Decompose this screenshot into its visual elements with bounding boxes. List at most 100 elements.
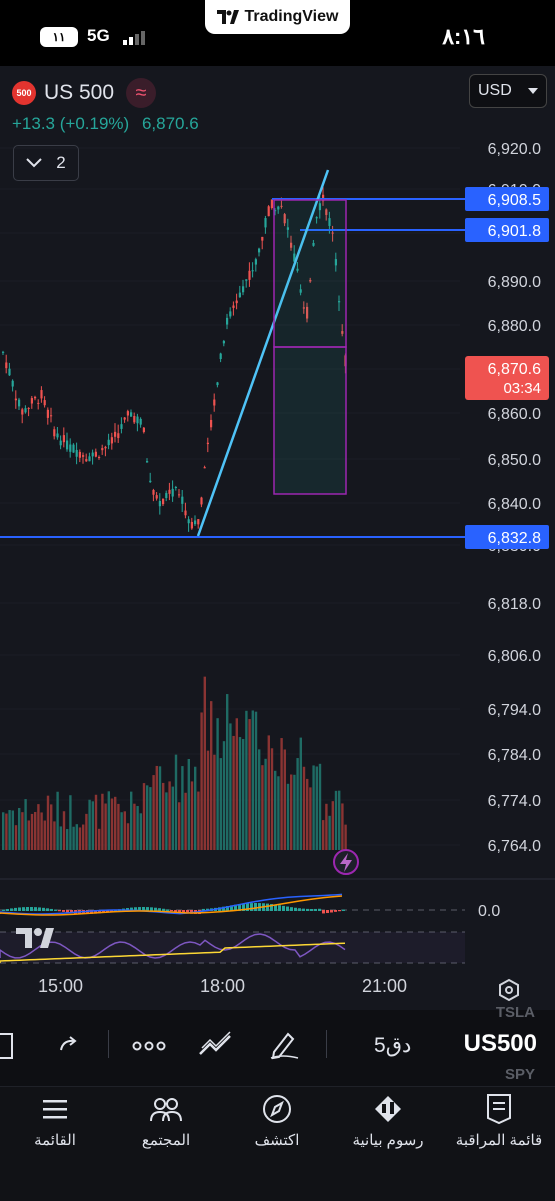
macd-histogram-bar [142, 907, 145, 911]
price-tick: 6,784.0 [488, 747, 541, 764]
settings-hex-icon[interactable] [497, 978, 521, 1007]
pen-draw-icon[interactable] [268, 1028, 300, 1066]
candle-body [226, 317, 229, 325]
trend-line-tool-icon[interactable] [198, 1030, 234, 1064]
candle-body [139, 418, 142, 425]
macd-histogram-bar [62, 910, 65, 912]
macd-histogram-bar [54, 909, 57, 911]
macd-histogram-bar [202, 908, 205, 911]
candle-body [40, 390, 43, 399]
macd-histogram-bar [94, 910, 97, 914]
macd-histogram-bar [282, 905, 285, 911]
currency-select[interactable]: USD [469, 74, 547, 108]
candle-body [309, 279, 312, 282]
candle-body [187, 519, 190, 524]
candle-body [82, 455, 85, 457]
caret-down-icon [528, 88, 538, 94]
volume-bar [242, 739, 245, 850]
nav-menu[interactable]: القائمة [0, 1093, 110, 1149]
candle-body [2, 351, 5, 353]
volume-bar [258, 749, 261, 850]
price-tick: 6,794.0 [488, 702, 541, 719]
nav-label: رسوم بيانية [352, 1132, 424, 1149]
macd-histogram-bar [322, 910, 325, 914]
volume-bar [82, 824, 85, 850]
candle-body [107, 439, 110, 446]
macd-histogram-bar [102, 910, 105, 913]
macd-histogram-bar [170, 910, 173, 912]
volume-bar [56, 791, 59, 850]
candle-body [302, 307, 305, 309]
nav-watchlist[interactable]: قائمة المراقبة [444, 1093, 554, 1149]
nav-community[interactable]: المجتمع [111, 1093, 221, 1149]
volume-bar [158, 766, 162, 850]
candle-body [242, 286, 245, 293]
volume-bar [66, 829, 69, 850]
symbol-name[interactable]: US 500 [44, 81, 115, 104]
volume-bar [226, 694, 229, 850]
volume-bar [306, 778, 309, 850]
macd-histogram-bar [238, 904, 241, 911]
nav-label: القائمة [34, 1132, 76, 1149]
volume-bar [59, 826, 62, 850]
volume-bar [139, 813, 142, 850]
price-label-bg [465, 525, 549, 549]
volume-bar [88, 799, 91, 850]
price-tick: 6,806.0 [488, 648, 541, 665]
candle-body [123, 417, 126, 420]
macd-histogram-bar [138, 907, 141, 911]
candle-body [181, 496, 184, 504]
volume-bar [142, 783, 146, 850]
volume-bar [187, 758, 190, 850]
candle-body [197, 519, 200, 525]
macd-histogram-bar [182, 910, 185, 913]
toolbar-symbol[interactable]: US500 [463, 1030, 537, 1057]
macd-line [0, 893, 343, 915]
nav-explore[interactable]: اكتشف [222, 1093, 332, 1149]
price-label: 6,832.8 [488, 530, 541, 547]
macd-histogram-bar [286, 906, 289, 911]
macd-histogram-bar [90, 910, 93, 914]
candle-body [101, 448, 104, 451]
macd-histogram-bar [298, 908, 301, 911]
candle-body [267, 206, 270, 217]
redo-icon[interactable] [58, 1034, 80, 1060]
indicators-count: 2 [56, 153, 66, 172]
price-tick: 6,920.0 [488, 141, 541, 158]
symbol-header[interactable]: 500 US 500 ≈ [12, 78, 157, 108]
candle-body [11, 380, 14, 387]
symbol-logo: 500 [12, 81, 36, 105]
nav-charts[interactable]: رسوم بيانية [333, 1093, 443, 1149]
volume-bar [75, 824, 78, 850]
candle-body [178, 494, 181, 496]
volume-bar [43, 820, 46, 850]
macd-histogram-bar [6, 909, 9, 911]
volume-bar [325, 803, 328, 850]
candle-body [315, 217, 318, 219]
volume-bar [261, 765, 264, 850]
volume-bar [254, 711, 258, 850]
macd-histogram-bar [266, 903, 269, 911]
interval-selector[interactable]: 5دق [374, 1034, 412, 1057]
volume-bar [232, 735, 235, 850]
fullscreen-icon[interactable] [0, 1032, 16, 1066]
candle-body [24, 408, 27, 413]
volume-bar [149, 787, 152, 850]
volume-bar [190, 781, 194, 850]
candle-body [203, 467, 206, 469]
macd-histogram-bar [330, 910, 333, 913]
price-chart[interactable]: 0.0 6,920.06,910.06,900.06,890.06,880.06… [0, 66, 555, 1010]
macd-histogram-bar [166, 909, 169, 911]
indicators-toggle[interactable]: 2 [13, 145, 79, 181]
zero-label: 0.0 [478, 903, 500, 920]
candle-body [165, 493, 168, 499]
volume-bar [280, 738, 283, 850]
macd-histogram-bar [230, 905, 233, 911]
candle-body [117, 433, 120, 439]
more-icon[interactable] [132, 1036, 166, 1059]
candle-body [245, 279, 248, 281]
macd-histogram-bar [314, 908, 317, 911]
wave-icon[interactable]: ≈ [126, 78, 157, 108]
status-bar: TradingView ١١ 5G ٨:١٦ [0, 0, 555, 66]
chevron-down-icon [26, 158, 42, 168]
